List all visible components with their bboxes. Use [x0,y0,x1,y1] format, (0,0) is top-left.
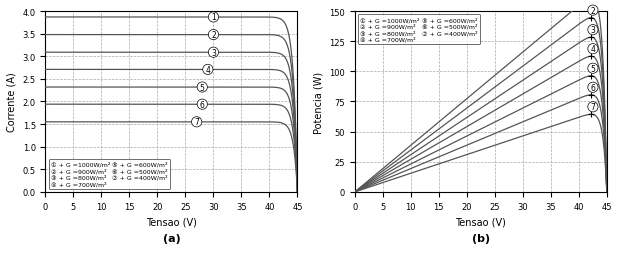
Text: 3: 3 [591,26,595,35]
Text: 4: 4 [591,45,595,54]
X-axis label: Tensao (V): Tensao (V) [456,216,506,226]
Text: 2: 2 [591,7,595,15]
Text: (b): (b) [472,234,490,244]
Text: 6: 6 [200,100,205,109]
Text: 4: 4 [206,66,210,75]
Text: 2: 2 [211,31,216,40]
Legend: ① + G =1000W/m², ② + G =900W/m², ③ + G =800W/m², ④ + G =700W/m², ⑤ + G =600W/m²,: ① + G =1000W/m², ② + G =900W/m², ③ + G =… [358,15,480,45]
Text: 5: 5 [200,83,205,92]
Text: 7: 7 [591,103,595,112]
Text: 7: 7 [194,118,199,127]
Y-axis label: Corrente (A): Corrente (A) [7,72,17,132]
Y-axis label: Potencia (W): Potencia (W) [314,71,324,133]
Text: 1: 1 [211,13,216,22]
Text: 6: 6 [591,83,595,92]
Text: 1: 1 [0,253,1,254]
Text: (a): (a) [163,234,180,244]
Text: 5: 5 [591,65,595,73]
Legend: ① + G =1000W/m², ② + G =900W/m², ③ + G =800W/m², ④ + G =700W/m², ⑤ + G =600W/m²,: ① + G =1000W/m², ② + G =900W/m², ③ + G =… [49,159,170,189]
Text: 3: 3 [211,49,216,57]
X-axis label: Tensao (V): Tensao (V) [146,216,197,226]
